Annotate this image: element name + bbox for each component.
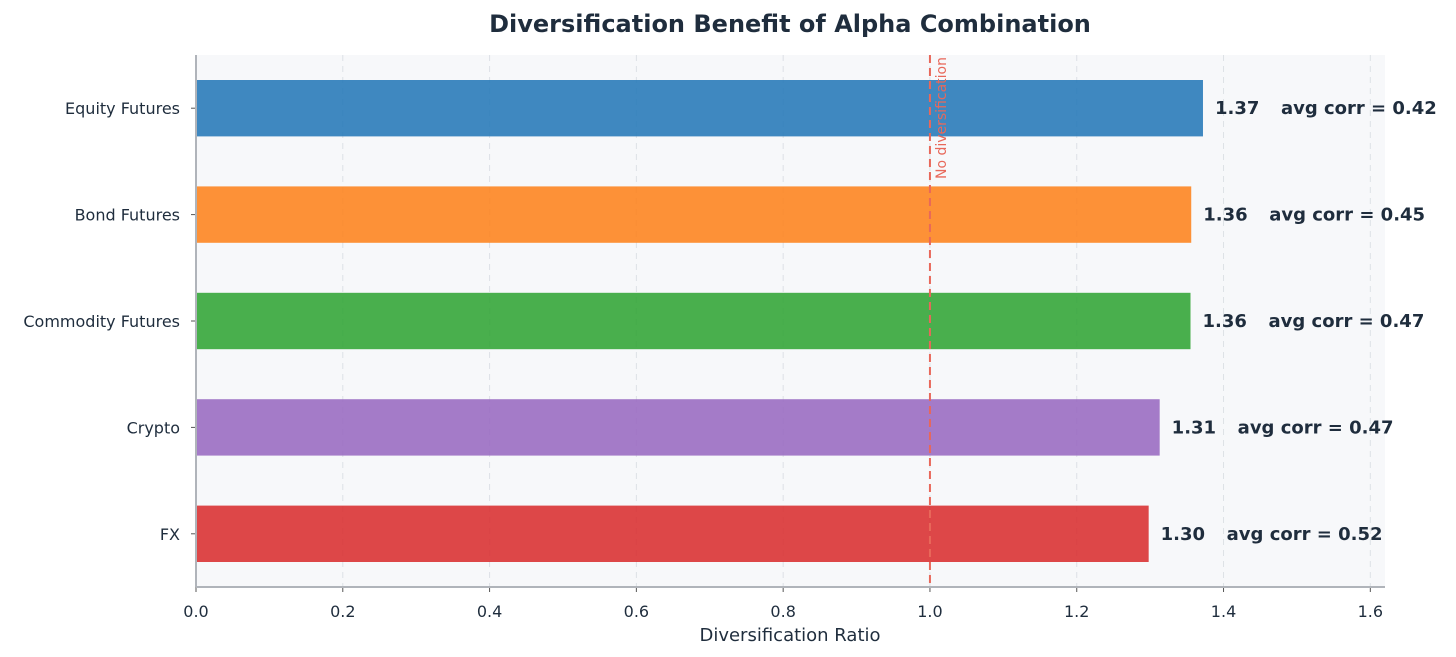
y-tick-label: Equity Futures	[65, 99, 180, 118]
y-tick-label: FX	[160, 525, 180, 544]
bar	[196, 292, 1191, 350]
bar	[196, 399, 1160, 456]
bar-value-label: 1.36	[1203, 205, 1247, 226]
x-tick-label: 0.8	[770, 602, 795, 621]
bar	[196, 505, 1149, 562]
x-tick-label: 0.4	[477, 602, 502, 621]
bar	[196, 186, 1192, 243]
x-tick-label: 0.0	[183, 602, 208, 621]
bar-value-label: 1.36	[1203, 311, 1247, 332]
bar-value-label: 1.31	[1172, 417, 1216, 438]
bar-value-label: 1.30	[1161, 524, 1205, 545]
x-tick-label: 0.2	[330, 602, 355, 621]
bar	[196, 80, 1203, 137]
x-axis-label: Diversification Ratio	[699, 625, 880, 646]
y-tick-label: Commodity Futures	[23, 312, 180, 331]
bar-annotation-label: avg corr = 0.42	[1281, 98, 1437, 119]
plot-group: 0.0 0.2 0.4 0.6 0.8 1.0 1.2 1.4 1.6 Equity Future…	[23, 55, 1437, 621]
x-tick-label: 1.4	[1211, 602, 1236, 621]
bar-annotation-label: avg corr = 0.47	[1238, 417, 1394, 438]
bar-annotation-label: avg corr = 0.52	[1227, 524, 1383, 545]
y-tick-label: Crypto	[127, 418, 180, 437]
reference-line-label: No diversification	[934, 57, 950, 179]
x-tick-label: 0.6	[624, 602, 649, 621]
x-tick-label: 1.0	[917, 602, 942, 621]
y-tick-label: Bond Futures	[75, 206, 180, 225]
bar-annotation-label: avg corr = 0.47	[1269, 311, 1425, 332]
x-tick-label: 1.6	[1358, 602, 1383, 621]
bar-annotation-label: avg corr = 0.45	[1269, 205, 1425, 226]
chart-title: Diversification Benefit of Alpha Combina…	[489, 10, 1091, 38]
bar-value-label: 1.37	[1215, 98, 1259, 119]
x-tick-label: 1.2	[1064, 602, 1089, 621]
